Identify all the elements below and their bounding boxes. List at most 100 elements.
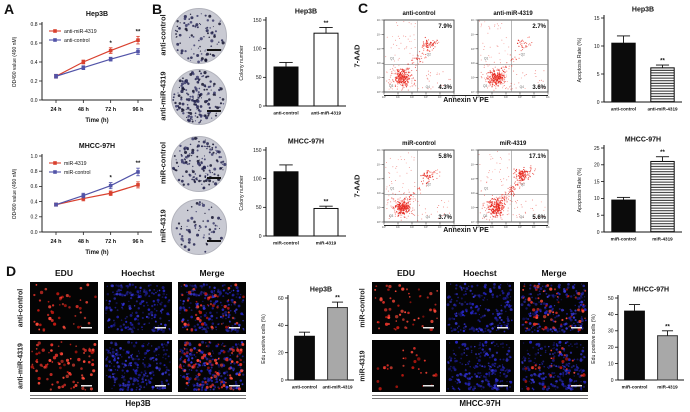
svg-text:10¹: 10¹ [471, 76, 475, 80]
micro-row-label: miR-4319 [359, 350, 367, 382]
svg-text:Apoptosis Rate (%): Apoptosis Rate (%) [577, 167, 583, 212]
svg-text:10³: 10³ [424, 225, 428, 229]
svg-text:0.8: 0.8 [31, 169, 38, 175]
colony-row-label: miR-4319 [158, 209, 168, 243]
svg-text:MHCC-97H: MHCC-97H [633, 287, 669, 294]
svg-text:Q3: Q3 [389, 214, 393, 218]
svg-text:miR-4319: miR-4319 [500, 141, 527, 147]
svg-text:72 h: 72 h [105, 239, 117, 245]
svg-text:10⁵: 10⁵ [471, 18, 475, 22]
svg-text:10²: 10² [410, 95, 414, 99]
svg-text:20: 20 [608, 345, 614, 351]
colony-image [171, 8, 227, 64]
svg-text:0: 0 [597, 230, 600, 236]
svg-text:Colony number: Colony number [239, 175, 245, 210]
svg-text:10⁵: 10⁵ [471, 148, 475, 152]
channel-header-merge: Merge [541, 268, 567, 278]
svg-text:Q1: Q1 [390, 187, 394, 191]
svg-text:Q3: Q3 [483, 214, 487, 218]
svg-text:10²: 10² [504, 95, 508, 99]
svg-text:MHCC-97H: MHCC-97H [625, 137, 661, 144]
svg-text:24 h: 24 h [50, 107, 62, 113]
svg-text:0: 0 [259, 104, 262, 110]
svg-text:24 h: 24 h [50, 239, 62, 245]
edu-image-block-mhcc97h: EDU Hoechst Merge miR-control miR-4319 MHCC-9… [354, 266, 598, 412]
channel-header-merge: Merge [199, 268, 225, 278]
svg-text:anti-control: anti-control [611, 107, 636, 112]
svg-text:10⁰: 10⁰ [471, 90, 476, 94]
svg-text:MHCC-97H: MHCC-97H [79, 143, 115, 150]
svg-text:10⁰: 10⁰ [471, 220, 476, 224]
svg-text:anti-miR-4319: anti-miR-4319 [64, 29, 97, 35]
micro-image-merge [178, 282, 246, 334]
svg-text:anti-control: anti-control [273, 111, 298, 116]
panel-label-a: A [4, 1, 15, 17]
svg-text:10²: 10² [504, 225, 508, 229]
svg-text:17.1%: 17.1% [529, 154, 547, 160]
svg-text:OD490 value (490 nM): OD490 value (490 nM) [12, 168, 18, 219]
svg-text:Apoptosis Rate (%): Apoptosis Rate (%) [577, 37, 583, 82]
svg-text:miR-4319: miR-4319 [652, 237, 673, 242]
channel-header-hoechst: Hoechst [463, 268, 497, 278]
svg-text:10⁴: 10⁴ [377, 162, 381, 166]
svg-text:Edu positive cells (%): Edu positive cells (%) [261, 314, 267, 364]
svg-text:10²: 10² [471, 61, 475, 65]
svg-text:3.7%: 3.7% [438, 215, 452, 221]
svg-text:OD490 value (490 nM): OD490 value (490 nM) [12, 36, 18, 87]
svg-text:10⁰: 10⁰ [377, 220, 382, 224]
svg-text:40: 40 [278, 323, 284, 329]
svg-text:0: 0 [259, 234, 262, 240]
cell-line-underline [30, 395, 246, 399]
svg-text:Hep3B: Hep3B [632, 7, 654, 14]
svg-text:miR-control: miR-control [64, 170, 91, 176]
svg-text:**: ** [660, 59, 665, 65]
svg-text:10¹: 10¹ [377, 76, 381, 80]
micro-image-hoechst [104, 282, 172, 334]
svg-text:15: 15 [594, 16, 600, 22]
svg-text:48 h: 48 h [78, 239, 90, 245]
micro-row-label: anti-control [17, 288, 25, 328]
svg-text:10⁰: 10⁰ [377, 90, 382, 94]
svg-text:3.6%: 3.6% [532, 85, 546, 91]
svg-text:10³: 10³ [424, 95, 428, 99]
svg-text:0.4: 0.4 [31, 199, 38, 205]
svg-text:Time (h): Time (h) [85, 118, 108, 124]
svg-text:Q3: Q3 [483, 84, 487, 88]
svg-text:10⁵: 10⁵ [546, 225, 550, 229]
svg-text:Colony number: Colony number [239, 45, 245, 80]
svg-text:Hep3B: Hep3B [295, 9, 317, 16]
micro-row-label: miR-control [359, 288, 367, 328]
micro-image-hoechst [104, 340, 172, 392]
svg-text:96 h: 96 h [132, 239, 144, 245]
svg-text:Q1: Q1 [390, 57, 394, 61]
svg-text:100: 100 [253, 176, 262, 182]
svg-text:10⁴: 10⁴ [532, 95, 536, 99]
colony-row-label: miR-control [158, 141, 168, 185]
svg-text:Q1: Q1 [484, 57, 488, 61]
svg-text:Q4: Q4 [426, 215, 430, 219]
svg-text:10¹: 10¹ [490, 225, 494, 229]
svg-text:0: 0 [611, 378, 614, 384]
colony-image [171, 199, 227, 255]
svg-text:Q2: Q2 [521, 183, 525, 187]
flow-ylabel-7aad-row2: 7-AAD [352, 174, 362, 198]
panel-label-c: C [358, 0, 369, 16]
svg-text:10³: 10³ [471, 47, 475, 51]
svg-text:Q4: Q4 [520, 85, 524, 89]
svg-text:48 h: 48 h [78, 107, 90, 113]
svg-text:Q4: Q4 [426, 85, 430, 89]
channel-header-edu: EDU [397, 268, 415, 278]
colony-row-label: anti-control [158, 14, 168, 56]
svg-text:10⁴: 10⁴ [471, 32, 475, 36]
svg-text:1.0: 1.0 [31, 154, 38, 160]
svg-text:0.0: 0.0 [31, 98, 38, 104]
svg-text:5.6%: 5.6% [532, 215, 546, 221]
micro-image-edu [30, 340, 98, 392]
micro-row-label: anti-miR-4319 [17, 343, 25, 389]
svg-text:Q1: Q1 [484, 187, 488, 191]
